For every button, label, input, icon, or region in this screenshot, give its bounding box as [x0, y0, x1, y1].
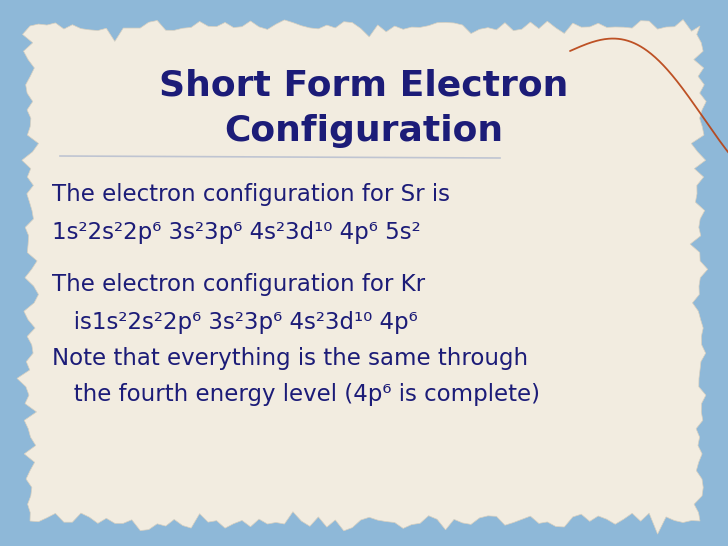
Text: Short Form Electron: Short Form Electron	[159, 69, 569, 103]
Text: the fourth energy level (4p⁶ is complete): the fourth energy level (4p⁶ is complete…	[52, 383, 540, 406]
Text: The electron configuration for Kr: The electron configuration for Kr	[52, 272, 425, 295]
Text: The electron configuration for Sr is: The electron configuration for Sr is	[52, 182, 450, 205]
Text: Note that everything is the same through: Note that everything is the same through	[52, 347, 528, 370]
Polygon shape	[17, 20, 708, 534]
Text: is1s²2s²2p⁶ 3s²3p⁶ 4s²3d¹⁰ 4p⁶: is1s²2s²2p⁶ 3s²3p⁶ 4s²3d¹⁰ 4p⁶	[52, 311, 418, 334]
Text: Configuration: Configuration	[224, 114, 504, 148]
Text: 1s²2s²2p⁶ 3s²3p⁶ 4s²3d¹⁰ 4p⁶ 5s²: 1s²2s²2p⁶ 3s²3p⁶ 4s²3d¹⁰ 4p⁶ 5s²	[52, 221, 421, 244]
